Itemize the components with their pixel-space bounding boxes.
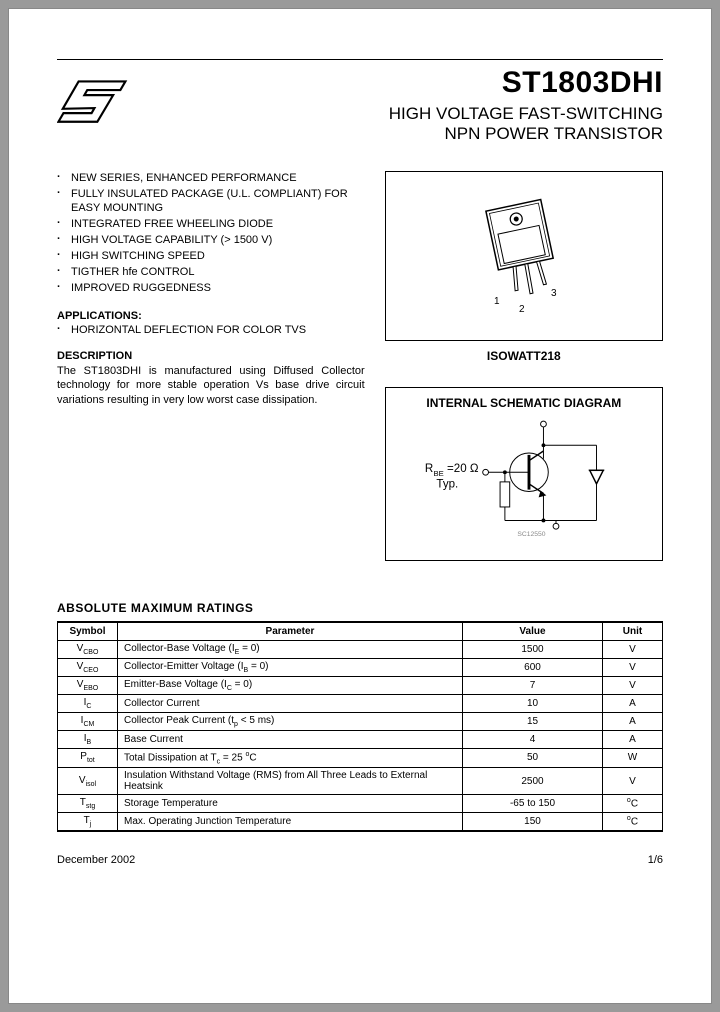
table-row: ICMCollector Peak Current (tp < 5 ms)15A — [58, 712, 663, 730]
pin-1-label: 1 — [494, 296, 500, 307]
cell-symbol: IC — [58, 694, 118, 712]
table-row: VCEOCollector-Emitter Voltage (IB = 0)60… — [58, 658, 663, 676]
cell-value: 10 — [463, 694, 603, 712]
cell-unit: oC — [603, 813, 663, 832]
cell-parameter: Storage Temperature — [118, 795, 463, 813]
table-row: VCBOCollector-Base Voltage (IE = 0)1500V — [58, 640, 663, 658]
schematic-box: INTERNAL SCHEMATIC DIAGRAM — [385, 387, 663, 561]
col-value: Value — [463, 622, 603, 641]
cell-value: 15 — [463, 712, 603, 730]
applications-heading: APPLICATIONS: — [57, 310, 365, 322]
cell-symbol: VEBO — [58, 676, 118, 694]
svg-text:R: R — [425, 463, 433, 475]
cell-symbol: IB — [58, 730, 118, 748]
cell-parameter: Insulation Withstand Voltage (RMS) from … — [118, 768, 463, 795]
table-row: VisolInsulation Withstand Voltage (RMS) … — [58, 768, 663, 795]
feature-item: INTEGRATED FREE WHEELING DIODE — [57, 217, 365, 232]
table-header-row: Symbol Parameter Value Unit — [58, 622, 663, 641]
description-heading: DESCRIPTION — [57, 350, 365, 362]
cell-value: 150 — [463, 813, 603, 832]
main-content: NEW SERIES, ENHANCED PERFORMANCE FULLY I… — [57, 171, 663, 561]
left-column: NEW SERIES, ENHANCED PERFORMANCE FULLY I… — [57, 171, 365, 561]
title-block: ST1803DHI HIGH VOLTAGE FAST-SWITCHING NP… — [389, 66, 663, 145]
cell-symbol: ICM — [58, 712, 118, 730]
table-row: ICCollector Current10A — [58, 694, 663, 712]
svg-text:=20 Ω: =20 Ω — [447, 463, 479, 475]
table-row: PtotTotal Dissipation at Tc = 25 oC50W — [58, 748, 663, 767]
cell-symbol: Tj — [58, 813, 118, 832]
applications-list: HORIZONTAL DEFLECTION FOR COLOR TVS — [57, 324, 365, 336]
cell-symbol: VCBO — [58, 640, 118, 658]
feature-item: HIGH VOLTAGE CAPABILITY (> 1500 V) — [57, 233, 365, 248]
cell-parameter: Total Dissipation at Tc = 25 oC — [118, 748, 463, 767]
feature-item: TIGTHER hfe CONTROL — [57, 265, 365, 280]
feature-item: IMPROVED RUGGEDNESS — [57, 281, 365, 296]
schematic-title: INTERNAL SCHEMATIC DIAGRAM — [394, 396, 654, 410]
cell-parameter: Collector-Emitter Voltage (IB = 0) — [118, 658, 463, 676]
top-rule — [57, 59, 663, 60]
st-logo — [57, 72, 129, 124]
part-number: ST1803DHI — [389, 66, 663, 100]
footer: December 2002 1/6 — [57, 854, 663, 866]
pin-2-label: 2 — [519, 304, 525, 315]
ratings-table: Symbol Parameter Value Unit VCBOCollecto… — [57, 621, 663, 832]
cell-value: 1500 — [463, 640, 603, 658]
feature-item: NEW SERIES, ENHANCED PERFORMANCE — [57, 171, 365, 186]
footer-page: 1/6 — [648, 854, 663, 866]
cell-value: 4 — [463, 730, 603, 748]
svg-text:SC12550: SC12550 — [517, 531, 545, 538]
cell-unit: W — [603, 748, 663, 767]
datasheet-page: ST1803DHI HIGH VOLTAGE FAST-SWITCHING NP… — [8, 8, 712, 1004]
cell-unit: A — [603, 712, 663, 730]
cell-unit: V — [603, 658, 663, 676]
table-row: TstgStorage Temperature-65 to 150oC — [58, 795, 663, 813]
feature-item: HIGH SWITCHING SPEED — [57, 249, 365, 264]
svg-text:BE: BE — [433, 469, 443, 478]
col-unit: Unit — [603, 622, 663, 641]
feature-item: FULLY INSULATED PACKAGE (U.L. COMPLIANT)… — [57, 187, 365, 217]
description-text: The ST1803DHI is manufactured using Diff… — [57, 364, 365, 409]
table-row: TjMax. Operating Junction Temperature150… — [58, 813, 663, 832]
cell-value: -65 to 150 — [463, 795, 603, 813]
right-column: 1 2 3 ISOWATT218 INTERNAL SCHEMATIC DIAG… — [385, 171, 663, 561]
cell-unit: oC — [603, 795, 663, 813]
table-row: IBBase Current4A — [58, 730, 663, 748]
footer-date: December 2002 — [57, 854, 135, 866]
cell-symbol: Ptot — [58, 748, 118, 767]
col-symbol: Symbol — [58, 622, 118, 641]
cell-parameter: Max. Operating Junction Temperature — [118, 813, 463, 832]
cell-symbol: Visol — [58, 768, 118, 795]
cell-parameter: Base Current — [118, 730, 463, 748]
cell-parameter: Collector Peak Current (tp < 5 ms) — [118, 712, 463, 730]
package-label: ISOWATT218 — [385, 349, 663, 363]
cell-unit: V — [603, 676, 663, 694]
cell-parameter: Collector-Base Voltage (IE = 0) — [118, 640, 463, 658]
subtitle: HIGH VOLTAGE FAST-SWITCHING NPN POWER TR… — [389, 104, 663, 145]
ratings-heading: ABSOLUTE MAXIMUM RATINGS — [57, 601, 663, 615]
cell-parameter: Emitter-Base Voltage (IC = 0) — [118, 676, 463, 694]
cell-value: 2500 — [463, 768, 603, 795]
application-item: HORIZONTAL DEFLECTION FOR COLOR TVS — [57, 324, 365, 336]
svg-text:Typ.: Typ. — [436, 478, 458, 490]
cell-value: 50 — [463, 748, 603, 767]
col-parameter: Parameter — [118, 622, 463, 641]
pin-3-label: 3 — [551, 288, 557, 299]
cell-unit: V — [603, 640, 663, 658]
cell-unit: A — [603, 694, 663, 712]
cell-unit: V — [603, 768, 663, 795]
cell-value: 7 — [463, 676, 603, 694]
cell-symbol: VCEO — [58, 658, 118, 676]
header: ST1803DHI HIGH VOLTAGE FAST-SWITCHING NP… — [57, 66, 663, 145]
package-drawing: 1 2 3 — [385, 171, 663, 341]
table-row: VEBOEmitter-Base Voltage (IC = 0)7V — [58, 676, 663, 694]
cell-parameter: Collector Current — [118, 694, 463, 712]
features-list: NEW SERIES, ENHANCED PERFORMANCE FULLY I… — [57, 171, 365, 296]
cell-value: 600 — [463, 658, 603, 676]
cell-unit: A — [603, 730, 663, 748]
ratings-tbody: VCBOCollector-Base Voltage (IE = 0)1500V… — [58, 640, 663, 831]
cell-symbol: Tstg — [58, 795, 118, 813]
